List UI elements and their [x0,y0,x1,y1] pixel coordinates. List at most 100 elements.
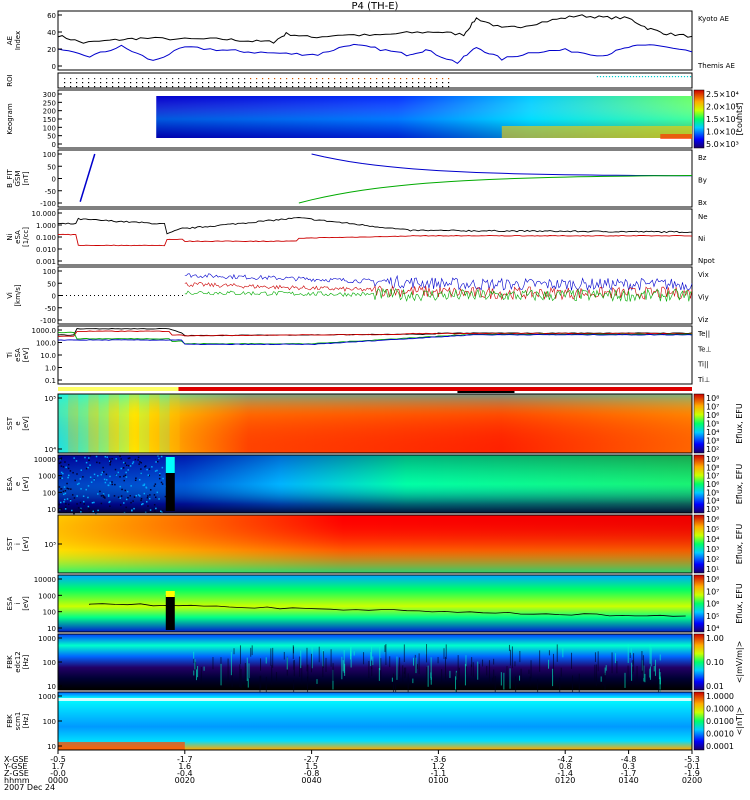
roi-dot [142,78,144,80]
roi-dot [388,82,390,84]
roi-dot [178,78,180,80]
esa-e-noise [63,493,65,496]
esa-e-noise [87,485,90,487]
fbk-e-streak [605,665,607,671]
fbk-e-streak [519,650,521,663]
fbk-e-streak [552,653,554,676]
ytick-label: 100 [43,489,56,497]
fbk-e-streak [458,667,460,681]
ytick-label: 100 [43,659,56,667]
ephemeris-row-label: 2007 Dec 24 [4,783,55,792]
panel-ylabel: eSA [14,348,22,362]
esa-e-noise [115,458,117,460]
spacecraft-potential-line [89,603,686,617]
colorbar-label: <|nT|> [735,707,744,736]
esa-e-noise [69,470,72,472]
roi-dot [382,86,384,88]
ytick-label: 100 [43,124,56,132]
fbk-e-streak [552,668,554,687]
bx-line [79,153,96,202]
vi-line [184,287,693,302]
roi-dot [653,76,656,78]
fbk-e-streak [477,661,479,680]
roi-dot [250,78,252,80]
esa-e-noise [100,502,103,505]
roi-dot [370,78,372,80]
fbk-e-streak [449,670,451,678]
esa-e-noise [64,492,67,495]
fbk-e-streak [220,663,222,686]
ytick-label: 10000 [34,456,56,464]
esa-e-noise [65,503,67,505]
fbk-e-streak [562,648,564,658]
fbk-e-streak [247,678,249,688]
fbk-e-streak [636,666,638,685]
colorbar-tick: 1.00 [706,634,724,643]
roi-dot [184,82,186,84]
esa-e-noise [59,501,62,504]
roi-dot [148,82,150,84]
ae-series-line [57,43,693,65]
colorbar-tick: 10⁷ [706,472,719,481]
esa-e-noise [155,461,157,463]
fbk-e-streak [227,658,229,681]
roi-dot [160,86,162,88]
roi-dot [238,82,240,84]
roi-dot [160,78,162,80]
roi-dot [340,78,342,80]
panel-ylabel: ESA [6,477,14,491]
colorbar-tick: 2.5×10⁴ [706,90,739,99]
roi-dot [602,76,605,78]
fbk-e-streak [443,648,445,659]
fbk-e-streak [316,679,318,684]
esa-e-noise [111,481,113,483]
esa-e-noise [76,495,78,497]
fbk-e-streak [332,663,334,681]
esa-e-noise [119,485,121,488]
legend-entry: Te⊥ [697,345,712,353]
colorbar-tick: 10⁸ [706,463,719,472]
esa-e-noise [83,503,85,505]
fbk-e-streak [265,657,267,664]
fbk-e-streak [251,645,253,656]
roi-dot [370,82,372,84]
panel-ylabel: Ti [6,352,14,359]
esa-e-noise [89,511,92,513]
esa-e-noise [93,510,95,512]
esa-e-noise [121,488,123,491]
roi-dot [136,78,138,80]
fbk-e-streak [464,663,466,686]
roi-dot [184,86,186,88]
roi-dot [310,82,312,84]
esa-e-noise [76,473,78,475]
roi-dot [130,82,132,84]
esa-e-noise [58,503,60,506]
roi-dot [677,76,680,78]
fbk-e-streak [603,674,605,686]
fbk-e-streak [300,650,302,669]
esa-e-noise [105,473,108,476]
fbk-e-streak [310,653,312,673]
legend-entry: Bx [698,199,707,207]
panel-ylabel: eSA [14,230,22,244]
panel-ylabel: scm1 [14,712,22,731]
esa-e-noise [133,507,135,510]
fbk-e-streak [311,647,313,669]
roi-dot [376,82,378,84]
ytick-label: -50 [45,188,56,196]
panel-ylabel: ROI [6,74,14,86]
ytick-label: 0.010 [36,246,56,254]
esa-e-noise [110,460,112,463]
esa-e-noise [128,457,131,459]
esa-e-noise [123,502,125,504]
xtick-label: 0100 [428,776,448,785]
esa-e-noise [109,475,111,478]
colorbar-label: Eflux, EFU [735,524,744,565]
roi-dot [118,78,120,80]
fbk-e-streak [197,665,199,678]
sst-e-column [68,394,79,453]
panel-ylabel: [1/cc] [22,227,30,247]
roi-dot [680,76,683,78]
roi-dot [430,82,432,84]
